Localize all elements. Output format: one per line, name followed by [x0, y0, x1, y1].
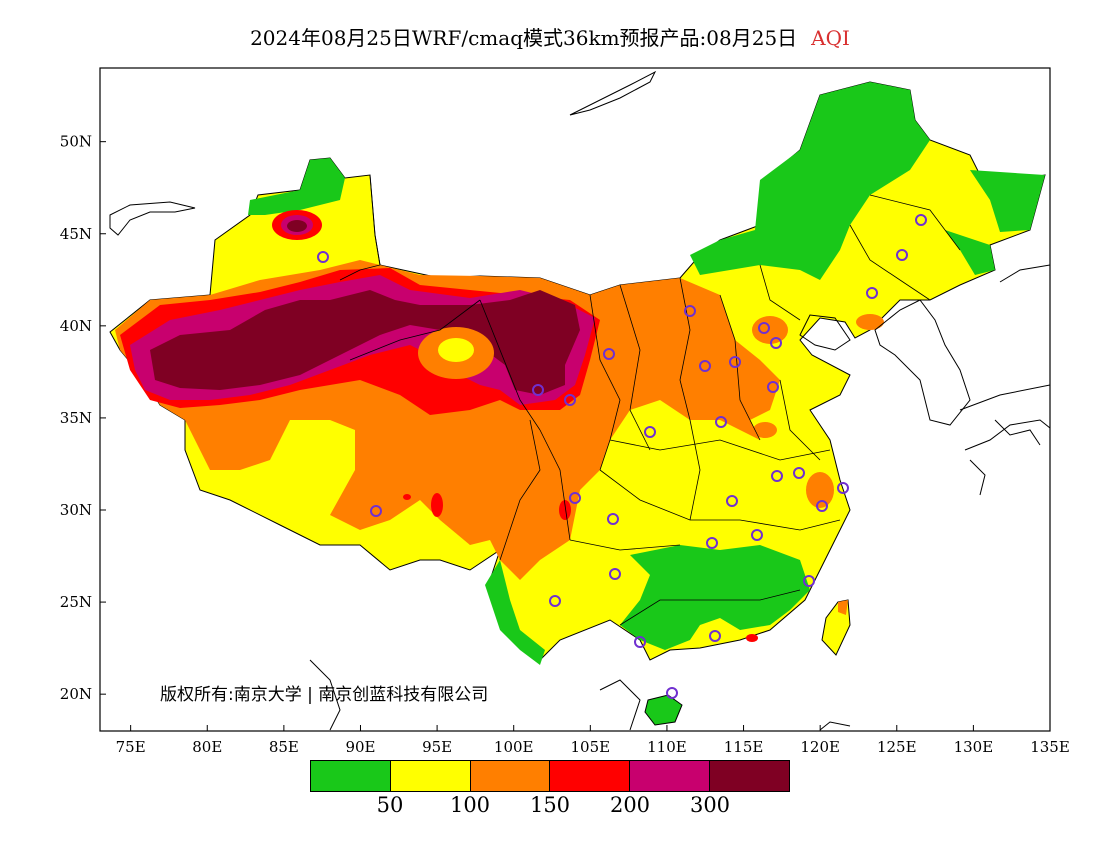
- region-good-northwest: [248, 158, 345, 215]
- colorbar-segment: [550, 761, 631, 791]
- x-tick-label: 100E: [494, 738, 534, 756]
- y-tick-label: 45N: [60, 225, 92, 243]
- x-tick-label: 110E: [647, 738, 687, 756]
- y-tick-label: 25N: [60, 593, 92, 611]
- island-hainan: [644, 694, 683, 726]
- patch-orange-northeast: [856, 314, 884, 330]
- patch-red-south-1: [559, 500, 571, 520]
- y-tick-label: 20N: [60, 685, 92, 703]
- x-tick-label: 105E: [571, 738, 611, 756]
- colorbar-label: 150: [529, 793, 571, 817]
- hotspot-dark-northwest: [287, 220, 307, 232]
- x-tick-label: 130E: [954, 738, 994, 756]
- region-ring-yellow: [438, 338, 474, 362]
- region-good-northeast-3: [970, 170, 1045, 232]
- taiwan-orange: [838, 600, 848, 615]
- patch-red-south-3: [403, 494, 411, 500]
- title-variable: AQI: [811, 26, 850, 50]
- y-tick-label: 35N: [60, 409, 92, 427]
- colorbar-label: 50: [376, 793, 404, 817]
- region-hazardous: [150, 290, 580, 395]
- x-axis: 75E 80E 85E 90E 95E 100E 105E 110E 115E 120E 125E 1…: [116, 725, 1070, 756]
- region-good-northeast: [690, 82, 930, 280]
- y-tick-label: 50N: [60, 133, 92, 151]
- colorbar-segment: [710, 761, 789, 791]
- colorbar-segment: [470, 761, 551, 791]
- y-tick-label: 40N: [60, 317, 92, 335]
- x-tick-label: 125E: [877, 738, 917, 756]
- copyright-notice: 版权所有:南京大学 | 南京创蓝科技有限公司: [160, 685, 489, 705]
- x-tick-label: 90E: [345, 738, 375, 756]
- patch-orange-east-3: [753, 422, 777, 438]
- patch-red-coast: [746, 634, 758, 642]
- x-tick-label: 85E: [269, 738, 299, 756]
- patch-red-south-2: [431, 493, 443, 517]
- map-frame: [99, 67, 1051, 732]
- colorbar-label: 300: [689, 793, 731, 817]
- x-tick-label: 135E: [1030, 738, 1070, 756]
- x-tick-label: 120E: [800, 738, 840, 756]
- colorbar-segment: [390, 761, 471, 791]
- region-good-southwest: [485, 560, 545, 665]
- region-good-south: [620, 545, 810, 650]
- neighbor-coastlines: [109, 70, 1050, 731]
- colorbar-label: 200: [609, 793, 651, 817]
- patch-orange-east-2: [806, 472, 834, 508]
- station-markers: [317, 214, 927, 699]
- province-borders: [339, 174, 961, 626]
- x-tick-label: 115E: [724, 738, 764, 756]
- map-content: [109, 70, 1050, 731]
- x-tick-label: 75E: [116, 738, 146, 756]
- colorbar-label: 100: [449, 793, 491, 817]
- colorbar-segment: [630, 761, 711, 791]
- y-tick-label: 30N: [60, 501, 92, 519]
- x-tick-label: 95E: [422, 738, 452, 756]
- title-main: 2024年08月25日WRF/cmaq模式36km预报产品:08月25日: [250, 26, 798, 50]
- region-good-northeast-2: [945, 230, 995, 275]
- patch-orange-east-1: [752, 316, 788, 344]
- aqi-colorbar: [310, 760, 790, 792]
- colorbar-segment: [311, 761, 391, 791]
- y-axis: 20N 25N 30N 35N 40N 45N 50N: [60, 133, 106, 703]
- x-tick-label: 80E: [192, 738, 222, 756]
- map-title: 2024年08月25日WRF/cmaq模式36km预报产品:08月25日 AQI: [0, 22, 1100, 51]
